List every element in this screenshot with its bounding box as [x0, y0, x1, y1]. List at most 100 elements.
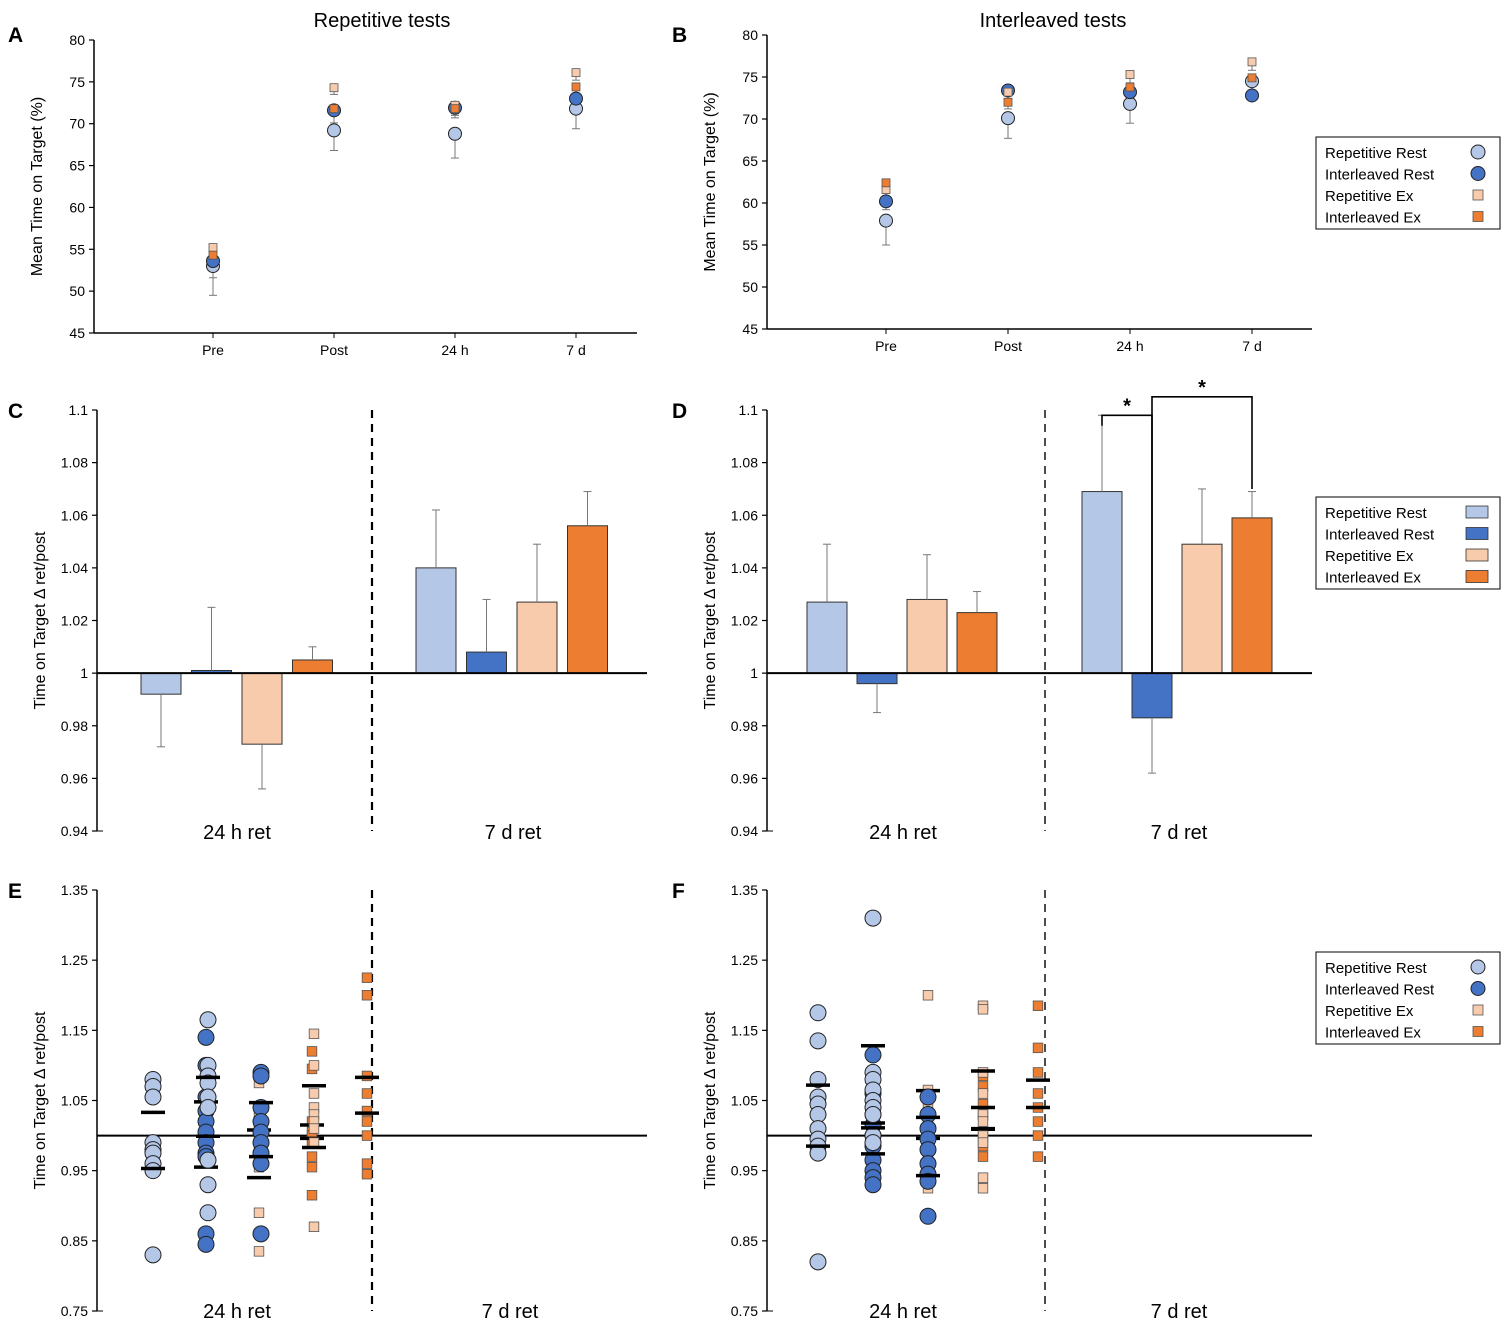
panel-f-point-interleaved-rest: [919, 1088, 937, 1106]
panel-d-significance-bracket: [1151, 396, 1253, 674]
panel-b-x-tick-label: Post: [994, 338, 1022, 354]
panel-b-point-repetitive-rest: [879, 213, 893, 228]
panel-e-point-interleaved-rest: [252, 1225, 270, 1243]
panel-a-point-interleaved-ex: [450, 104, 460, 114]
panel-c-bar-repetitive-ex: [241, 672, 283, 745]
panel-e-point-repetitive-ex: [308, 1123, 320, 1134]
panel-f-group-label: 24 h ret: [869, 1301, 937, 1323]
panel-e-point-interleaved-ex: [306, 1046, 318, 1057]
panel-e-point-interleaved-ex: [361, 1105, 373, 1117]
panel-letter-b: B: [672, 24, 687, 47]
legend-swatch-repetitive-ex: [1465, 548, 1489, 562]
panel-f-point-interleaved-rest: [864, 1176, 882, 1194]
panel-b-y-tick-label: 65: [742, 153, 758, 169]
panel-e-y-tick-label: 0.75: [61, 1303, 88, 1319]
panel-a-y-tick-label: 80: [69, 32, 85, 48]
panel-e-point-repetitive-rest: [199, 1011, 217, 1029]
legend-label-interleaved-rest: Interleaved Rest: [1325, 527, 1435, 544]
panel-f-point-interleaved-ex: [977, 1151, 989, 1162]
panel-f-y-axis-label: Time on Target Δ ret/post: [702, 1011, 719, 1189]
panel-a-y-tick-label: 55: [69, 241, 85, 257]
panel-b-point-interleaved-rest: [879, 194, 893, 209]
panel-f-point-repetitive-ex: [977, 1088, 989, 1099]
panel-e-y-tick-label: 1.25: [61, 952, 88, 968]
panel-e-point-interleaved-ex: [361, 1158, 373, 1169]
legend-label-interleaved-rest: Interleaved Rest: [1325, 167, 1435, 184]
panel-f-point-repetitive-rest: [809, 1253, 827, 1271]
panel-e-point-repetitive-ex: [308, 1028, 320, 1040]
panel-e-point-repetitive-rest: [144, 1162, 162, 1180]
legend-points-top: Repetitive Rest Interleaved Rest Repetitiv…: [1315, 136, 1501, 230]
panel-f-point-repetitive-ex: [977, 1183, 989, 1194]
panel-a-point-repetitive-rest: [327, 123, 341, 138]
panel-e-point-repetitive-rest: [144, 1088, 162, 1106]
panel-f-y-tick-label: 1.15: [731, 1022, 758, 1038]
panel-f-y-tick-label: 0.75: [731, 1303, 758, 1319]
panel-f-point-repetitive-rest: [864, 909, 882, 927]
legend-label-repetitive-ex: Repetitive Ex: [1325, 548, 1414, 565]
panel-d-bar-interleaved-ex: [1231, 517, 1273, 674]
panel-a-point-repetitive-ex: [329, 83, 339, 93]
panel-b-y-tick-label: 80: [742, 27, 758, 43]
legend-marker-repetitive-ex: [1472, 189, 1484, 201]
legend-swatch-interleaved-ex: [1465, 570, 1489, 583]
panel-e-point-interleaved-ex: [361, 1130, 373, 1141]
legend-marker-interleaved-rest: [1470, 166, 1486, 181]
panel-c-group-label: 7 d ret: [485, 822, 542, 844]
legend-points-bottom: Repetitive Rest Interleaved Rest Repetitiv…: [1315, 951, 1501, 1045]
panel-a-chart: 45 50 55 60 65 70 75 80 Mean Time on Target (%) P…: [29, 32, 637, 358]
panel-e-point-interleaved-ex: [361, 990, 373, 1001]
panel-a-point-interleaved-rest: [569, 91, 583, 106]
panel-a-y-axis-label: Mean Time on Target (%): [29, 97, 46, 276]
panel-a-x-tick-label: Post: [320, 342, 348, 358]
panel-b-point-interleaved-ex: [881, 178, 891, 188]
panel-b-x-tick-label: 7 d: [1242, 338, 1261, 354]
panel-e-point-repetitive-rest: [199, 1176, 217, 1194]
panel-f-y-tick-label: 1.05: [731, 1093, 758, 1109]
panel-a-y-tick-label: 50: [69, 283, 85, 299]
panel-d-y-tick-label: 1.06: [731, 507, 758, 523]
panel-e-group-label: 7 d ret: [482, 1301, 539, 1323]
legend-marker-repetitive-rest: [1470, 959, 1486, 975]
panel-f-point-repetitive-ex: [922, 990, 934, 1001]
legend-marker-repetitive-ex: [1472, 1004, 1484, 1016]
panel-e-point-repetitive-ex: [253, 1207, 265, 1218]
panel-c-y-tick-label: 1.04: [61, 560, 88, 576]
panel-c-y-tick-label: 1.08: [61, 455, 88, 471]
panel-a-y-tick-label: 75: [69, 74, 85, 90]
panel-f-point-interleaved-ex: [1032, 1000, 1044, 1011]
title-repetitive-tests: Repetitive tests: [314, 10, 451, 32]
panel-a-point-interleaved-ex: [208, 250, 218, 260]
panel-e-point-repetitive-rest: [199, 1204, 217, 1222]
legend-marker-repetitive-rest: [1470, 144, 1486, 160]
panel-d-group-label: 24 h ret: [869, 822, 937, 844]
panel-d-y-tick-label: 1: [750, 665, 758, 681]
panel-e-chart: 0.75 0.85 0.95 1.05 1.15 1.25 1.35 Time on Targ…: [32, 882, 647, 1323]
panel-d-chart: 0.94 0.96 0.98 1 1.02 1.04 1.06 1.08 1.1 Time on …: [702, 377, 1312, 844]
panel-d-bar-repetitive-rest: [806, 601, 848, 674]
panel-f-point-repetitive-ex: [977, 1116, 989, 1127]
panel-e-y-tick-label: 1.35: [61, 882, 88, 898]
panel-e-point-repetitive-ex: [308, 1221, 320, 1233]
panel-b-point-repetitive-rest: [1123, 96, 1137, 111]
panel-c-y-tick-label: 0.96: [61, 770, 88, 786]
panel-b-y-tick-label: 55: [742, 237, 758, 253]
panel-b-point-repetitive-rest: [1001, 111, 1015, 126]
panel-e-y-tick-label: 1.15: [61, 1022, 88, 1038]
panel-b-y-axis-label: Mean Time on Target (%): [702, 92, 719, 271]
panel-d-bar-repetitive-rest: [1081, 491, 1123, 674]
panel-d-y-tick-label: 0.96: [731, 770, 758, 786]
panel-letter-f: F: [672, 880, 685, 903]
panel-b-point-repetitive-ex: [1003, 87, 1013, 97]
panel-c-y-tick-label: 1.06: [61, 507, 88, 523]
panel-b-y-tick-label: 70: [742, 111, 758, 127]
panel-f-point-interleaved-ex: [1032, 1067, 1044, 1078]
legend-bars: Repetitive Rest Interleaved Rest Repetitiv…: [1315, 496, 1501, 590]
panel-c-bar-repetitive-rest: [415, 567, 457, 674]
panel-c-y-axis-label: Time on Target Δ ret/post: [32, 531, 49, 709]
panel-a-y-tick-label: 70: [69, 116, 85, 132]
panel-e-group-label: 24 h ret: [203, 1301, 271, 1323]
panel-c-y-tick-label: 0.98: [61, 718, 88, 734]
legend-label-repetitive-rest: Repetitive Rest: [1325, 505, 1428, 522]
